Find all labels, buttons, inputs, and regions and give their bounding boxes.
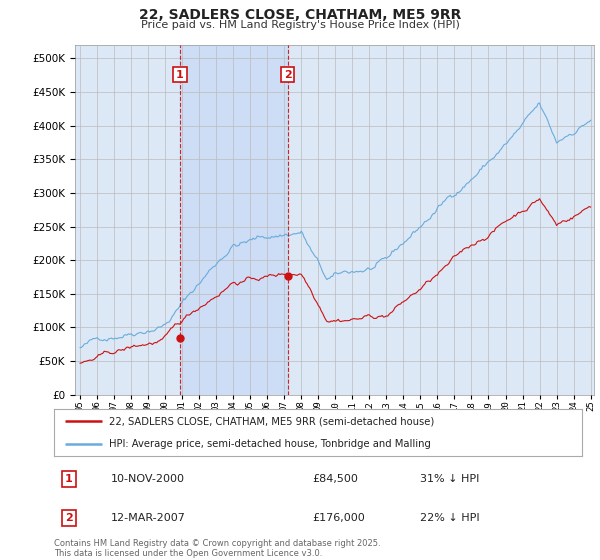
Text: 22, SADLERS CLOSE, CHATHAM, ME5 9RR (semi-detached house): 22, SADLERS CLOSE, CHATHAM, ME5 9RR (sem… [109, 416, 434, 426]
Text: 31% ↓ HPI: 31% ↓ HPI [420, 474, 479, 484]
Text: 22% ↓ HPI: 22% ↓ HPI [420, 513, 479, 523]
Text: 22, SADLERS CLOSE, CHATHAM, ME5 9RR: 22, SADLERS CLOSE, CHATHAM, ME5 9RR [139, 8, 461, 22]
Text: 10-NOV-2000: 10-NOV-2000 [111, 474, 185, 484]
Text: Contains HM Land Registry data © Crown copyright and database right 2025.
This d: Contains HM Land Registry data © Crown c… [54, 539, 380, 558]
Text: £84,500: £84,500 [312, 474, 358, 484]
Text: 2: 2 [65, 513, 73, 523]
Bar [180, 45, 287, 395]
Text: 12-MAR-2007: 12-MAR-2007 [111, 513, 186, 523]
Text: HPI: Average price, semi-detached house, Tonbridge and Malling: HPI: Average price, semi-detached house,… [109, 439, 431, 449]
Text: Price paid vs. HM Land Registry's House Price Index (HPI): Price paid vs. HM Land Registry's House … [140, 20, 460, 30]
Text: 2: 2 [284, 69, 292, 80]
Text: 1: 1 [176, 69, 184, 80]
Text: £176,000: £176,000 [312, 513, 365, 523]
Text: 1: 1 [65, 474, 73, 484]
